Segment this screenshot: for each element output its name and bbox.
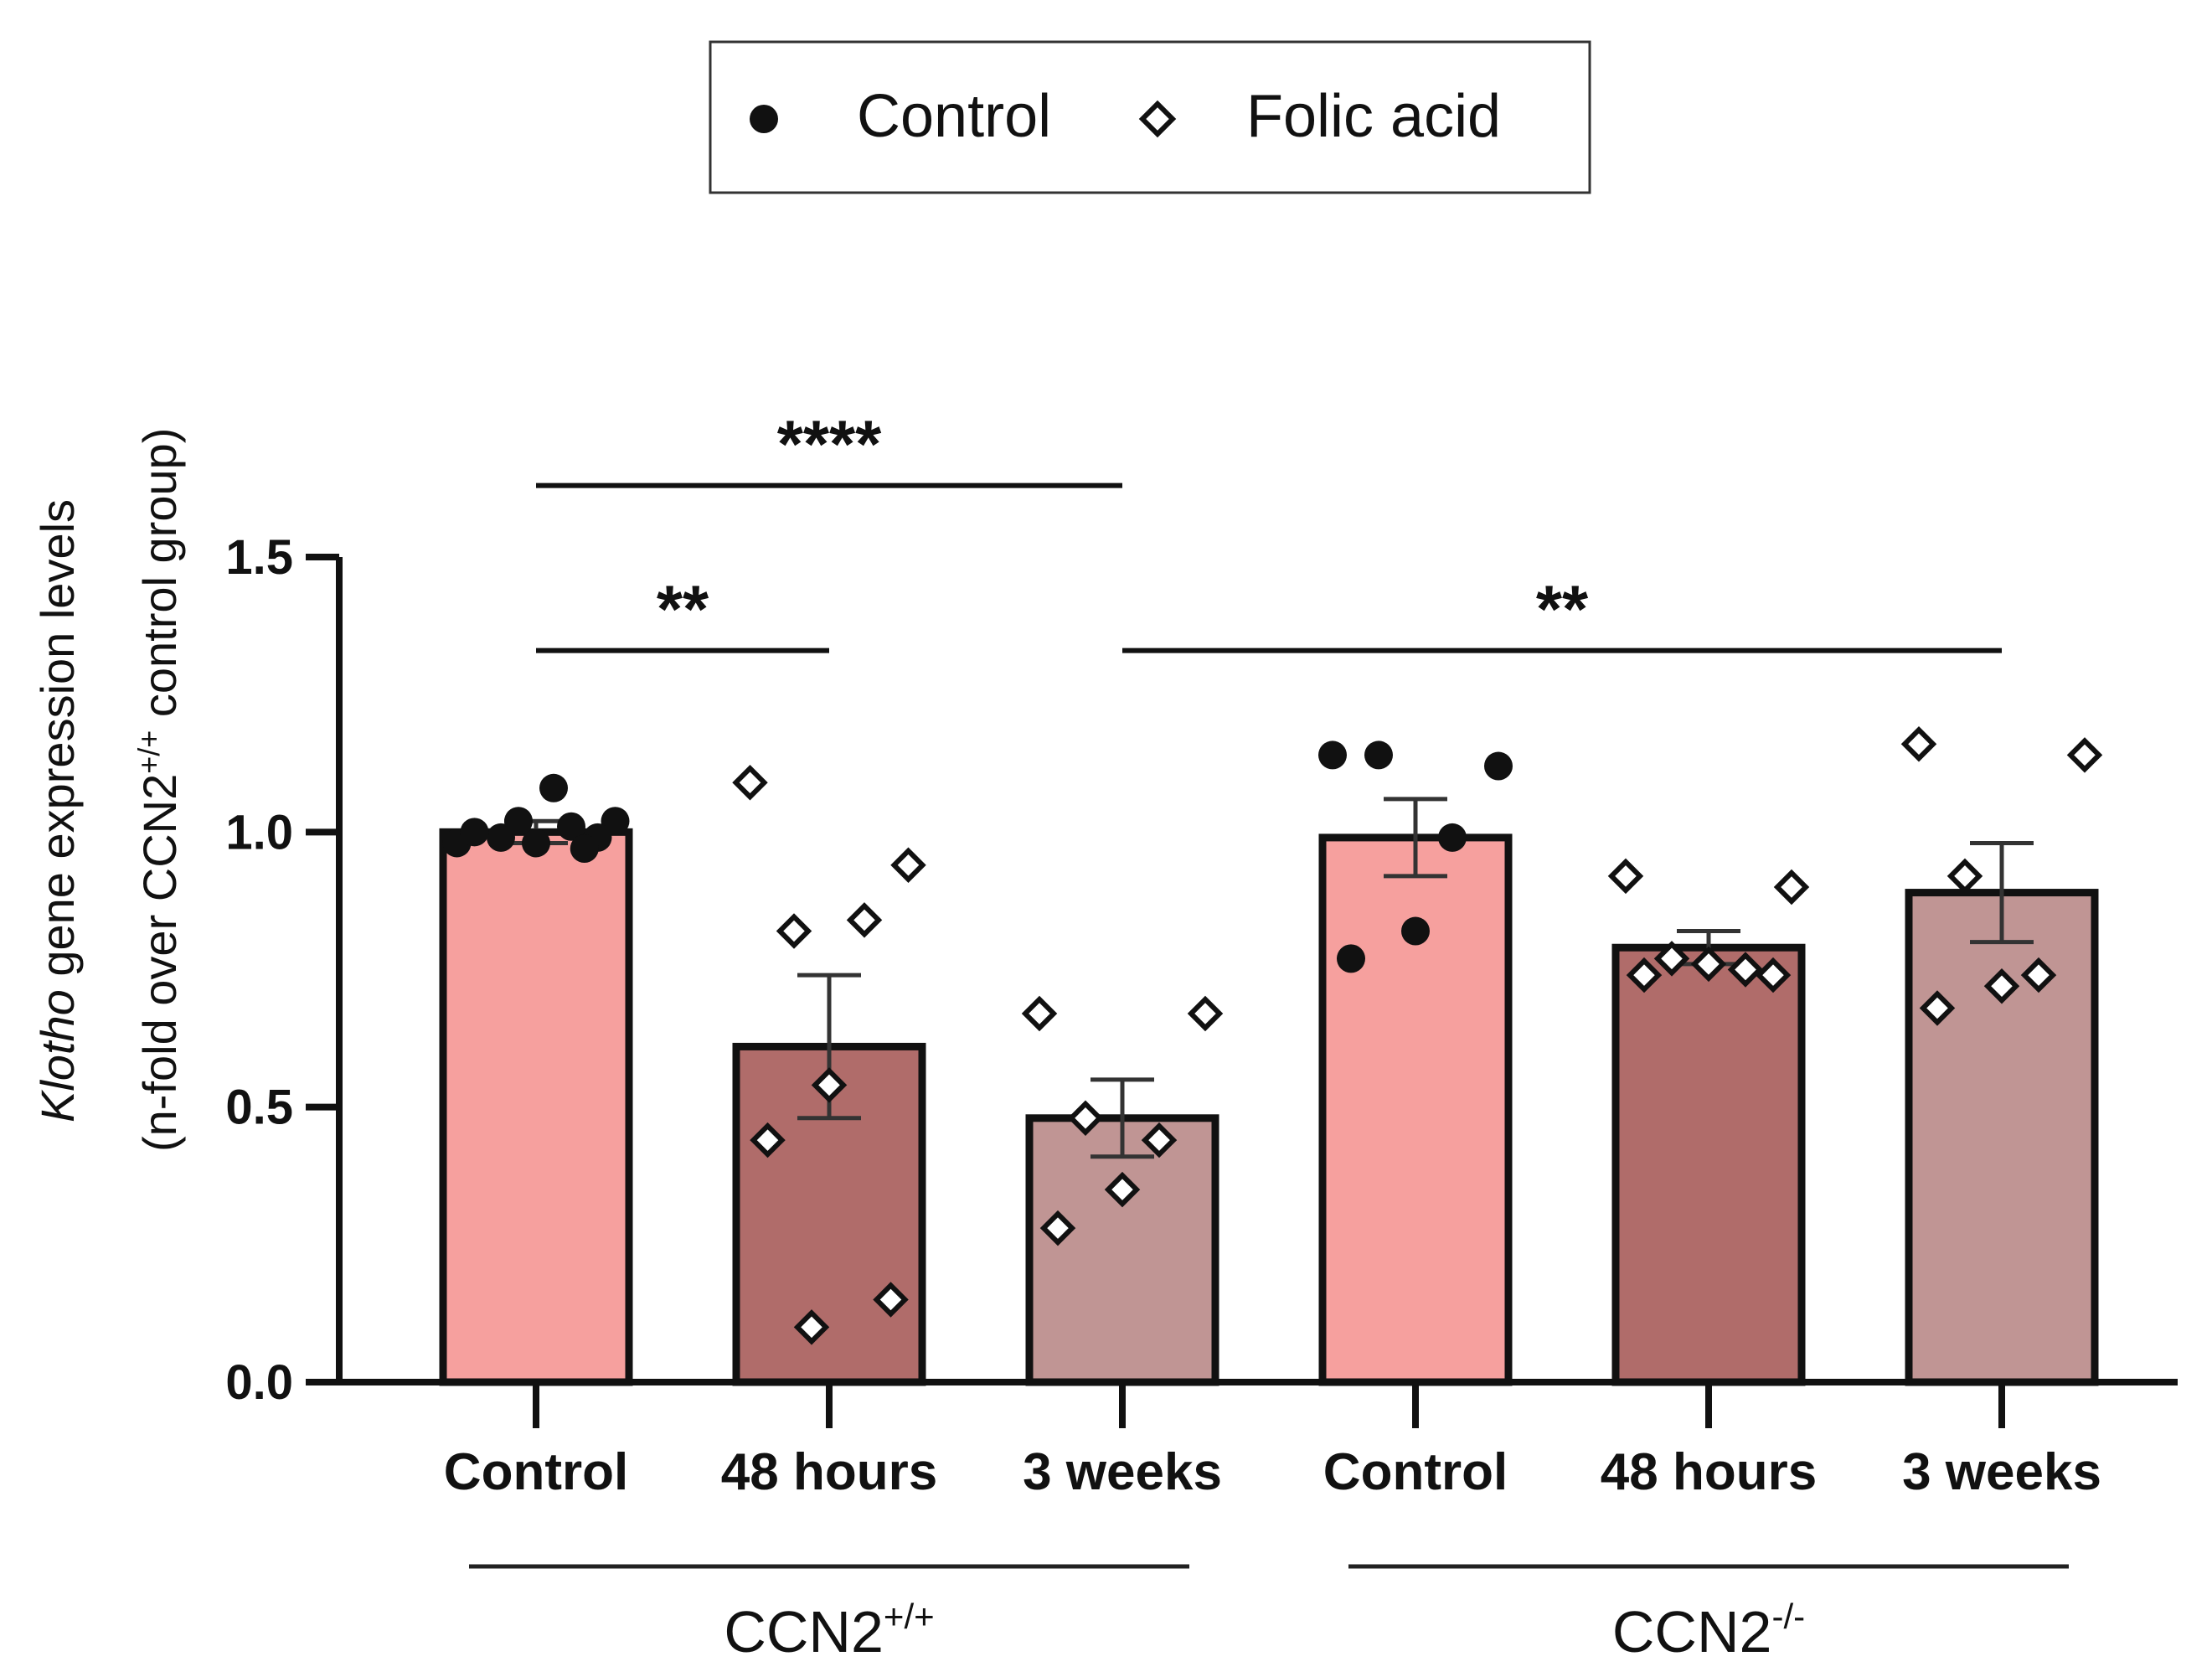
data-point-4-2: [1653, 941, 1690, 977]
y-axis-label-line2-pre: (n-fold over CCN2: [133, 774, 186, 1152]
data-point-0-4: [522, 828, 550, 858]
y-tick-label-2: 1.0: [225, 805, 293, 859]
data-point-2-3: [1141, 1122, 1178, 1158]
bar-2: [1025, 1114, 1219, 1386]
data-point-1-4: [811, 1067, 848, 1103]
data-point-5-3: [2020, 957, 2057, 993]
y-axis-label-line1-rest: gene expression levels: [31, 499, 84, 989]
data-point-1-3: [846, 902, 883, 938]
data-point-2-1: [1187, 995, 1224, 1032]
bar-4: [1611, 943, 1806, 1386]
data-point-3-5: [1337, 944, 1365, 973]
data-point-4-6: [1755, 957, 1792, 993]
x-tick-label-3: Control: [1323, 1443, 1508, 1501]
data-point-5-5: [1919, 990, 1956, 1026]
y-tick-label-1: 0.5: [225, 1081, 293, 1135]
x-tick-label-4: 48 hours: [1601, 1443, 1817, 1501]
bar-5: [1905, 889, 2099, 1386]
legend-control-label: Control: [857, 83, 1051, 150]
group-label-base-0: CCN2: [724, 1599, 884, 1664]
data-point-1-2: [776, 913, 812, 949]
significance-label-0: ****: [777, 407, 882, 482]
x-tick-label-2: 3 weeks: [1023, 1443, 1222, 1501]
x-tick-label-5: 3 weeks: [1902, 1443, 2101, 1501]
data-point-5-2: [1946, 858, 1983, 895]
group-label-sup-0: +/+: [884, 1597, 935, 1636]
x-tick-label-0: Control: [444, 1443, 628, 1501]
data-point-0-5: [460, 818, 489, 847]
legend-control-marker: [750, 105, 778, 133]
data-point-3-2: [1364, 740, 1393, 770]
group-label-sup-1: -/-: [1771, 1597, 1805, 1636]
data-point-1-0: [732, 764, 768, 801]
data-point-2-4: [1104, 1171, 1141, 1208]
y-axis-label-line2: (n-fold over CCN2+/+ control group): [131, 428, 186, 1152]
legend-folic-acid-label: Folic acid: [1246, 83, 1501, 150]
group-label-base-1: CCN2: [1612, 1599, 1772, 1664]
data-point-0-3: [557, 812, 585, 841]
data-point-5-4: [1983, 968, 2020, 1004]
data-point-5-0: [1900, 726, 1937, 762]
y-axis-label-line1: Klotho gene expression levels: [31, 499, 84, 1122]
data-point-3-3: [1438, 823, 1467, 852]
x-tick-label-1: 48 hours: [721, 1443, 937, 1501]
y-tick-label-3: 1.5: [225, 530, 293, 585]
data-point-4-3: [1727, 952, 1764, 988]
data-point-4-5: [1626, 957, 1663, 993]
group-label-1: CCN2-/-: [1612, 1597, 1805, 1664]
y-axis-label-gene: Klotho: [31, 989, 84, 1122]
data-point-0-9: [570, 834, 599, 864]
legend: Control Folic acid: [709, 40, 1591, 194]
data-point-1-6: [873, 1282, 909, 1318]
data-point-1-1: [890, 847, 926, 883]
data-point-3-0: [1318, 740, 1347, 770]
data-point-3-4: [1401, 916, 1430, 946]
data-point-2-2: [1067, 1100, 1104, 1137]
data-point-4-1: [1773, 869, 1810, 906]
data-point-1-5: [750, 1122, 786, 1158]
data-point-2-0: [1021, 995, 1058, 1032]
data-point-4-4: [1690, 946, 1727, 983]
data-point-5-1: [2066, 737, 2103, 773]
group-label-0: CCN2+/+: [724, 1597, 934, 1664]
legend-folic-acid-marker: [1138, 100, 1177, 138]
data-point-2-5: [1039, 1210, 1076, 1246]
data-point-4-0: [1607, 858, 1644, 895]
data-point-0-7: [504, 807, 533, 836]
data-point-3-1: [1484, 751, 1513, 781]
bar-0: [439, 828, 633, 1386]
data-point-0-8: [539, 773, 568, 802]
y-axis-label-line2-sup: +/+: [131, 730, 166, 774]
data-point-1-7: [793, 1309, 830, 1345]
significance-label-2: **: [1536, 572, 1589, 647]
y-tick-label-0: 0.0: [225, 1355, 293, 1410]
y-axis-label-line2-post: control group): [133, 428, 186, 730]
significance-label-1: **: [657, 572, 709, 647]
